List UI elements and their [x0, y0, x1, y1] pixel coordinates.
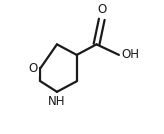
Text: NH: NH — [48, 95, 66, 108]
Text: O: O — [97, 3, 106, 16]
Text: OH: OH — [121, 48, 139, 61]
Text: O: O — [29, 62, 38, 75]
